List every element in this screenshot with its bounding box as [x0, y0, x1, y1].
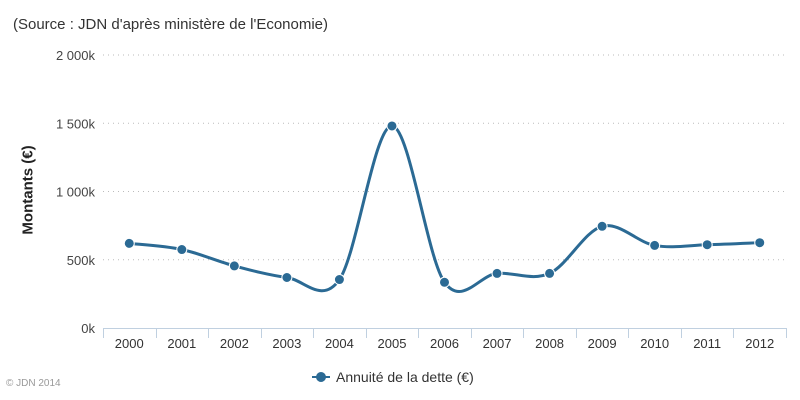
credit-text: © JDN 2014 [6, 378, 61, 389]
x-axis: 2000 2001 2002 2003 2004 2005 2006 2007 2008 2009… [103, 328, 787, 351]
x-tick-label: 2008 [535, 336, 564, 351]
x-tick-label: 2001 [167, 336, 196, 351]
x-tick-label: 2007 [483, 336, 512, 351]
y-tick-label: 1 000k [56, 185, 96, 200]
x-tick-label: 2002 [220, 336, 249, 351]
data-point [176, 244, 188, 256]
y-tick-label: 500k [67, 253, 96, 268]
legend-item-label: Annuité de la dette (€) [336, 369, 474, 385]
data-point [439, 276, 450, 288]
grid-lines [103, 54, 786, 261]
chart-subtitle: (Source : JDN d'après ministère de l'Eco… [13, 16, 329, 33]
x-tick-label: 2005 [378, 336, 407, 351]
x-tick-label: 2003 [272, 336, 301, 351]
x-tick-label: 2006 [430, 336, 459, 351]
y-tick-labels: 0k 500k 1 000k 1 500k 2 000k [56, 48, 96, 336]
data-point [491, 267, 503, 279]
x-tick-label: 2011 [693, 336, 721, 351]
data-point [123, 237, 135, 249]
x-tick-label: 2004 [325, 336, 354, 351]
data-point [596, 220, 608, 232]
data-point [281, 271, 293, 283]
x-tick-label: 2010 [640, 336, 669, 351]
x-tick-label: 2012 [745, 336, 774, 351]
data-point [333, 274, 345, 286]
data-point [228, 260, 240, 272]
y-tick-label: 1 500k [56, 116, 96, 131]
legend-line-marker [312, 372, 330, 382]
y-tick-label: 2 000k [56, 48, 96, 63]
data-point [754, 237, 766, 249]
y-tick-label: 0k [81, 321, 95, 336]
legend[interactable]: Annuité de la dette (€) [312, 367, 474, 387]
data-point [544, 267, 556, 279]
data-point [649, 239, 661, 251]
series-layer [123, 120, 766, 293]
data-point [386, 120, 398, 132]
data-point [701, 239, 713, 251]
x-tick-label: 2009 [588, 336, 617, 351]
x-tick-label: 2000 [115, 336, 144, 351]
series-line [129, 124, 760, 293]
